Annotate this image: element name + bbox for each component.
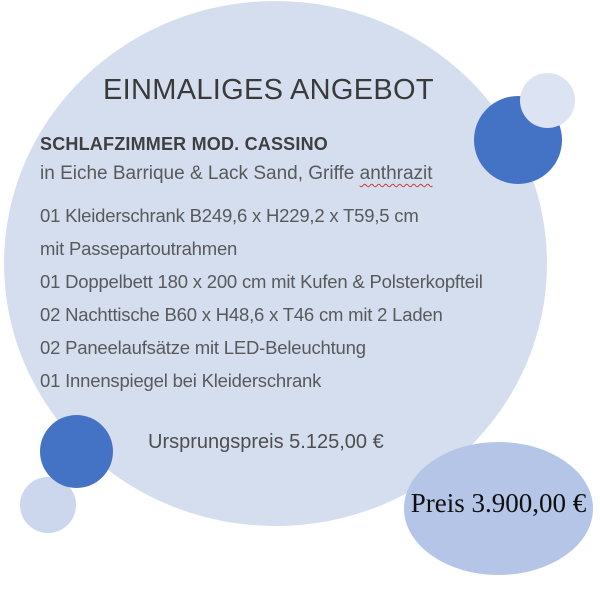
offer-title: EINMALIGES ANGEBOT: [103, 74, 434, 106]
sale-price-text: Preis 3.900,00 €: [410, 488, 587, 518]
offer-item-line: 02 Paneelaufsätze mit LED-Beleuchtung: [40, 337, 366, 358]
decor-circle-top-right-light: [520, 73, 575, 128]
offer-item-line: mit Passepartoutrahmen: [40, 238, 238, 259]
finish-line: in Eiche Barrique & Lack Sand, Griffe an…: [40, 163, 433, 185]
offer-item-line: 01 Doppelbett 180 x 200 cm mit Kufen & P…: [40, 271, 483, 292]
offer-item-line: 02 Nachttische B60 x H48,6 x T46 cm mit …: [40, 304, 443, 325]
offer-item-line: 01 Kleiderschrank B249,6 x H229,2 x T59,…: [40, 205, 419, 226]
decor-circle-bottom-left-dark: [40, 415, 113, 488]
spellcheck-underlined-word: anthrazit: [359, 163, 433, 184]
item-list: 01 Kleiderschrank B249,6 x H229,2 x T59,…: [40, 199, 483, 397]
finish-line-text: in Eiche Barrique & Lack Sand, Griffe: [40, 163, 360, 184]
offer-item-line: 01 Innenspiegel bei Kleiderschrank: [40, 370, 322, 391]
original-price-text: Ursprungspreis 5.125,00 €: [148, 431, 384, 453]
price-ellipse: [404, 442, 593, 575]
product-heading: SCHLAFZIMMER MOD. CASSINO: [40, 134, 328, 154]
